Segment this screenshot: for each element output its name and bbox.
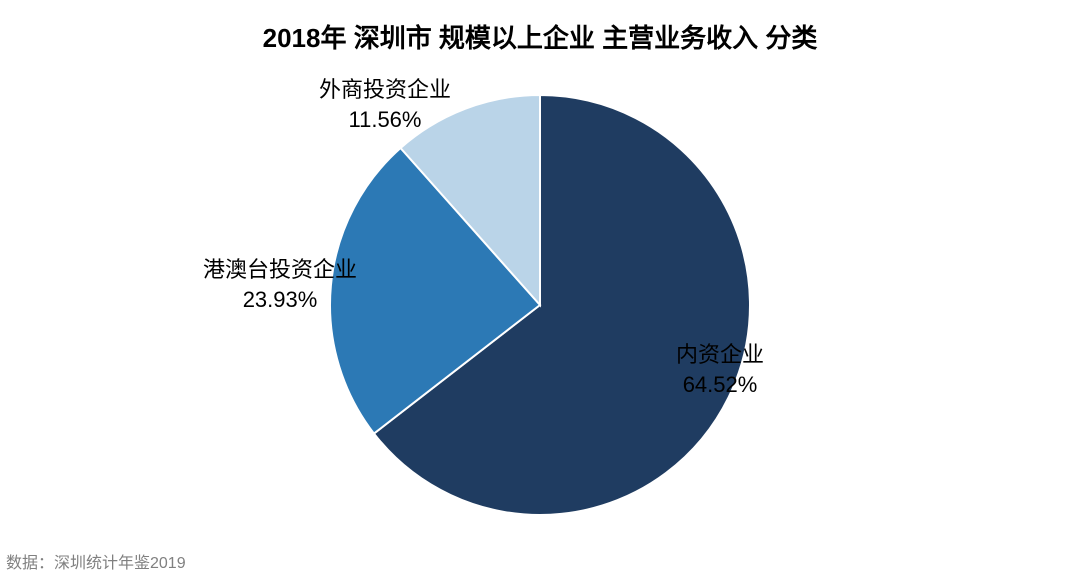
pie-chart: 内资企业64.52% 港澳台投资企业23.93% 外商投资企业11.56% xyxy=(0,60,1080,560)
slice-label: 内资企业64.52% xyxy=(620,340,820,399)
source-text: 数据：深圳统计年鉴2019 xyxy=(6,549,186,573)
slice-percent: 11.56% xyxy=(285,105,485,135)
slice-percent: 64.52% xyxy=(620,370,820,400)
chart-title: 2018年 深圳市 规模以上企业 主营业务收入 分类 xyxy=(0,18,1080,55)
slice-name: 港澳台投资企业 xyxy=(180,255,380,285)
slice-label: 港澳台投资企业23.93% xyxy=(180,255,380,314)
slice-name: 外商投资企业 xyxy=(285,75,485,105)
pie-svg xyxy=(0,60,1080,560)
slice-percent: 23.93% xyxy=(180,285,380,315)
slice-label: 外商投资企业11.56% xyxy=(285,75,485,134)
slice-name: 内资企业 xyxy=(620,340,820,370)
